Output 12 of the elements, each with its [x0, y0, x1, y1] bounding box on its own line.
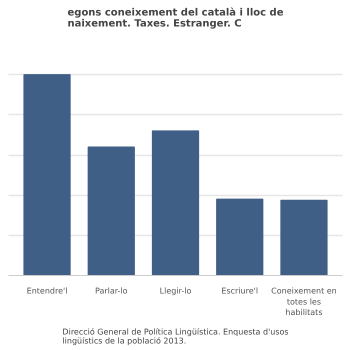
- x-tick-label: Llegir-lo: [160, 286, 192, 296]
- chart-title: egons coneixement del català i lloc de naixement. Taxes. Estranger. C: [68, 8, 284, 30]
- bar: [23, 74, 71, 276]
- bar: [152, 130, 200, 276]
- x-tick-label: Coneixement en totes les habilitats: [271, 286, 337, 318]
- text: Direcció General de Política Lingüística. Enquesta d'usos lingüístics de la població 2013.: [62, 328, 289, 346]
- bar: [280, 200, 328, 276]
- x-tick-label: Parlar-lo: [94, 286, 128, 296]
- bar: [88, 146, 135, 276]
- x-tick-label: Escriure'l: [221, 286, 258, 296]
- bar: [216, 198, 264, 276]
- x-tick-label: Entendre'l: [26, 286, 68, 296]
